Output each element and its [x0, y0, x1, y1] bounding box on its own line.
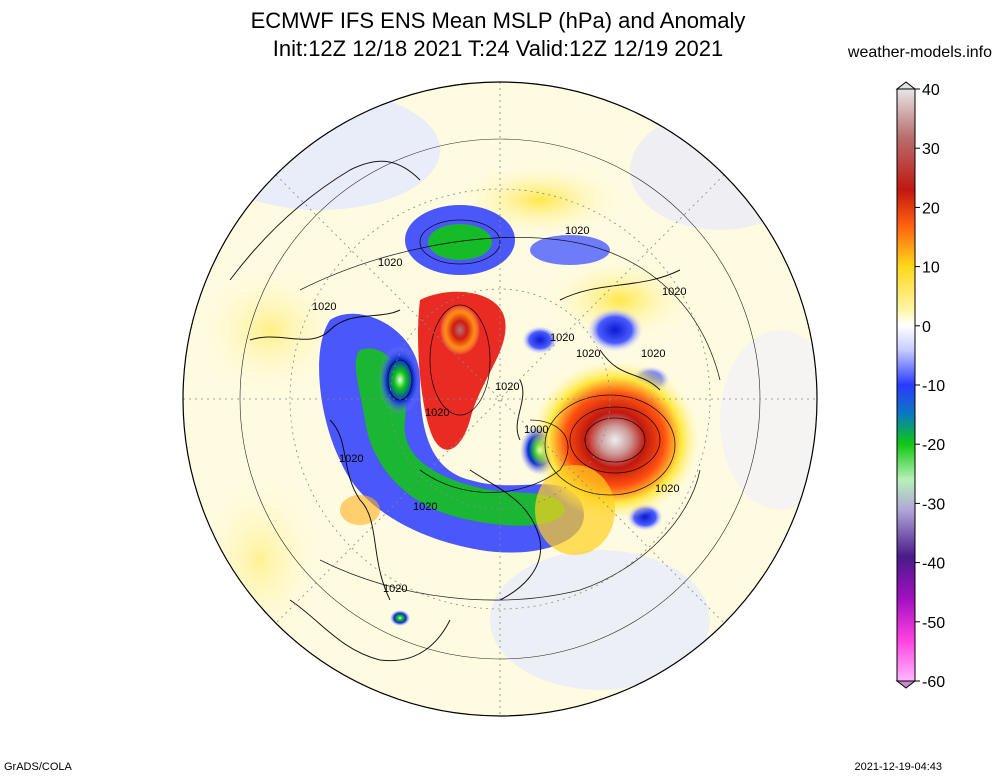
- colorbar-tick-label: -60: [922, 674, 945, 691]
- contour-label: 1000: [524, 424, 548, 436]
- footer-credit: GrADS/COLA: [4, 761, 72, 773]
- footer-timestamp: 2021-12-19-04:43: [854, 761, 942, 773]
- map-boundary: [182, 81, 818, 717]
- contour-label: 1020: [339, 453, 363, 465]
- colorbar-tick-label: 30: [922, 141, 940, 158]
- colorbar-tick-label: -40: [922, 556, 945, 573]
- colorbar-tick-label: 20: [922, 200, 940, 217]
- contour-label: 1020: [312, 301, 336, 313]
- colorbar-tick-label: 40: [922, 82, 940, 99]
- contour-label: 1020: [495, 381, 519, 393]
- map-subtitle: Init:12Z 12/18 2021 T:24 Valid:12Z 12/19…: [272, 36, 724, 61]
- contour-label: 1020: [378, 257, 402, 269]
- contour-label: 1020: [383, 583, 407, 595]
- contour-label: 1020: [655, 483, 679, 495]
- contour-label: 1020: [576, 348, 600, 360]
- colorbar-tick-label: -30: [922, 496, 945, 513]
- contour-label: 1020: [550, 332, 574, 344]
- contour-label: 1020: [413, 501, 437, 513]
- contour-label: 1020: [425, 407, 449, 419]
- colorbar-top-arrow: [895, 81, 917, 90]
- colorbar-tick-label: 0: [922, 319, 931, 336]
- colorbar-tick-label: -50: [922, 615, 945, 632]
- contour-labels: 1020 1020 1020 1020 1020 1020 1020 1020 …: [312, 225, 686, 595]
- colorbar-tick-label: -10: [922, 378, 945, 395]
- contour-label: 1020: [662, 286, 686, 298]
- colorbar-bottom-arrow: [895, 680, 917, 689]
- colorbar-tick-label: 10: [922, 260, 940, 277]
- colorbar-tick-label: -20: [922, 437, 945, 454]
- map-title: ECMWF IFS ENS Mean MSLP (hPa) and Anomal…: [250, 8, 746, 33]
- contour-label: 1020: [565, 225, 589, 237]
- contour-label: 1020: [641, 348, 665, 360]
- colorbar-gradient: [896, 88, 916, 682]
- site-watermark: weather-models.info: [847, 44, 992, 61]
